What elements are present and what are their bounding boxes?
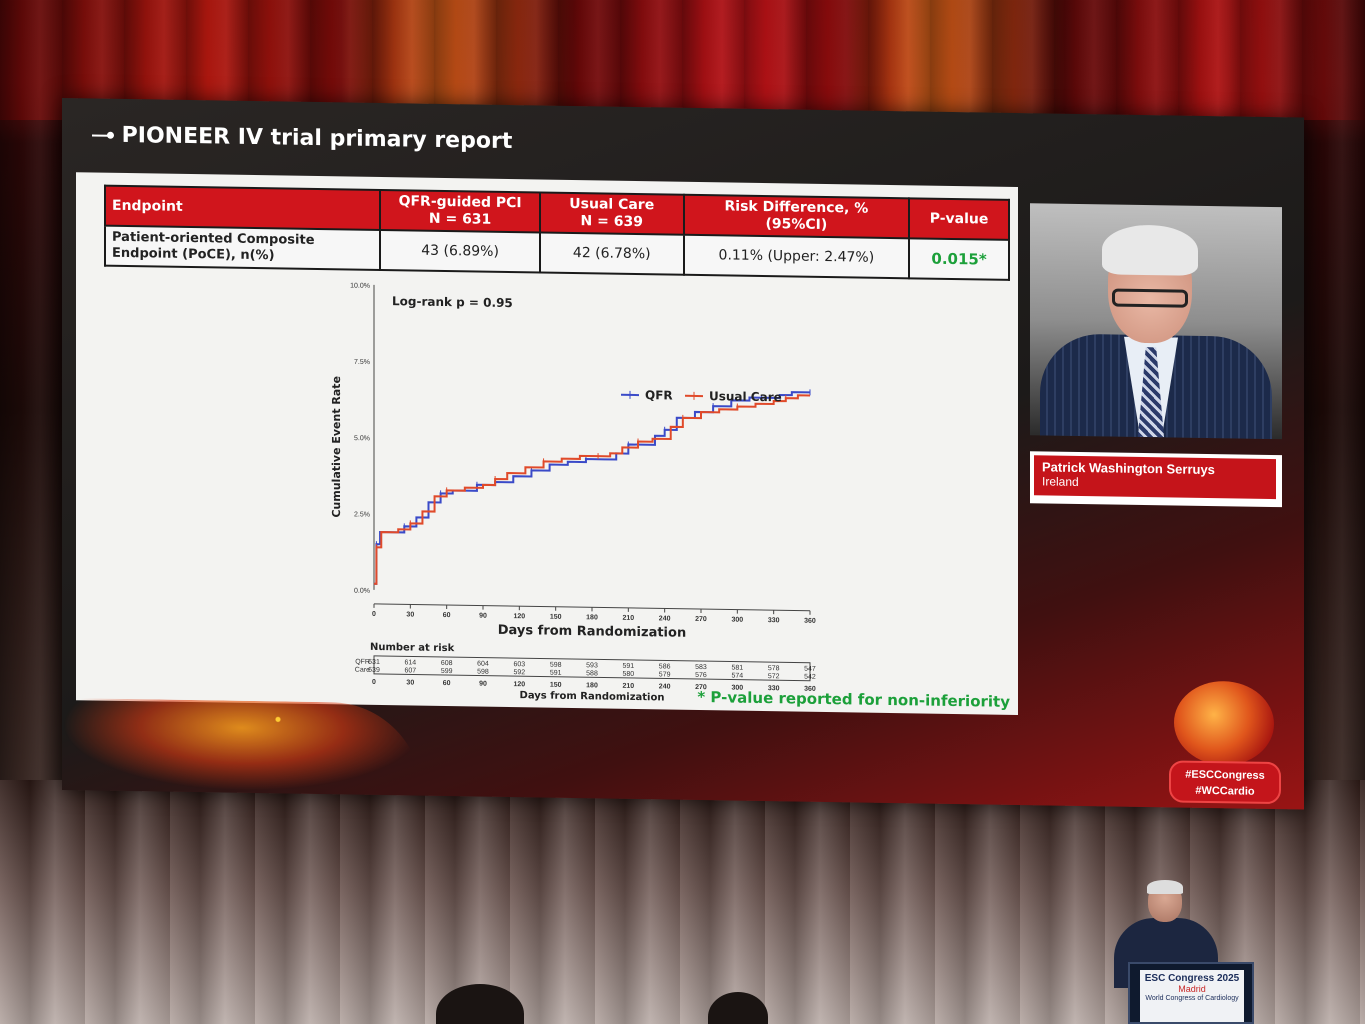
risk-table-xlabel: Days from Randomization [520, 690, 665, 703]
risk-count-qfr: 608 [441, 660, 453, 667]
risk-count-qfr: 604 [477, 661, 489, 668]
x-tick-label: 30 [406, 611, 414, 618]
decorative-particles [62, 698, 422, 794]
risk-table-frame [373, 655, 811, 682]
x-tick-label: 60 [443, 612, 451, 619]
legend-label: QFR [645, 388, 673, 402]
risk-count-care: 607 [404, 667, 416, 674]
risk-day-label: 120 [513, 681, 525, 688]
speaker-video [1030, 203, 1282, 440]
x-tick-label: 180 [586, 614, 598, 621]
projection-screen: PIONEER IV trial primary report Endpoint… [62, 98, 1304, 810]
risk-count-qfr: 586 [659, 663, 671, 670]
hashtag-badge: #ESCCongress #WCCardio [1169, 760, 1281, 805]
x-axis-label: Days from Randomization [498, 623, 686, 641]
podium-title: ESC Congress 2025 [1144, 973, 1240, 984]
risk-count-care: 591 [550, 670, 562, 677]
risk-count-qfr: 614 [404, 659, 416, 666]
risk-count-care: 588 [586, 670, 598, 677]
x-tick-label: 300 [731, 617, 743, 624]
logrank-annotation: Log-rank p = 0.95 [392, 294, 513, 310]
risk-day-label: 60 [443, 680, 451, 687]
speaker-country: Ireland [1042, 474, 1079, 489]
risk-day-label: 300 [731, 685, 743, 692]
kaplan-meier-chart: 0.0% 2.5% 5.0% 7.5% 10.0% 0 30 60 90 120 150 180 210… [330, 283, 816, 704]
legend-label: Usual Care [709, 389, 782, 404]
x-tick-label: 360 [804, 618, 816, 625]
x-tick-label: 210 [622, 615, 634, 622]
risk-day-label: 330 [768, 685, 780, 692]
risk-day-label: 210 [622, 683, 634, 690]
risk-day-label: 90 [479, 681, 487, 688]
risk-count-care: 574 [731, 673, 743, 680]
risk-count-care: 599 [441, 668, 453, 675]
speaker-nameplate: Patrick Washington Serruys Ireland [1030, 451, 1282, 508]
congress-globe-icon [1174, 680, 1274, 767]
x-tick-label: 270 [695, 616, 707, 623]
risk-count-qfr: 593 [586, 662, 598, 669]
km-curve-usual-care [374, 394, 810, 585]
y-tick-label: 5.0% [354, 435, 370, 442]
risk-count-qfr: 603 [513, 661, 525, 668]
podium-screen: ESC Congress 2025 Madrid World Congress … [1140, 970, 1244, 1022]
risk-table-title: Number at risk [370, 642, 455, 654]
speaker-glasses [1112, 288, 1188, 308]
risk-count-care: 572 [768, 673, 780, 680]
risk-count-care: 639 [368, 667, 380, 674]
risk-row-label-care: Care [355, 667, 370, 674]
y-axis-label: Cumulative Event Rate [330, 376, 343, 518]
y-tick-label: 0.0% [354, 588, 370, 595]
x-tick-label: 90 [479, 613, 487, 620]
hashtag-wcc: #WCCardio [1195, 784, 1255, 798]
risk-count-qfr: 547 [804, 666, 816, 673]
title-bullet-icon [92, 134, 110, 137]
risk-count-qfr: 598 [550, 662, 562, 669]
slide-title: PIONEER IV trial primary report [92, 122, 512, 154]
hashtag-esc: #ESCCongress [1185, 768, 1265, 782]
risk-row-label-qfr: QFR [355, 659, 370, 666]
risk-day-label: 240 [659, 683, 671, 690]
y-tick-label: 10.0% [350, 283, 370, 290]
speaker-hair [1102, 224, 1198, 276]
podium-city: Madrid [1178, 984, 1206, 994]
x-tick-label: 150 [550, 614, 562, 621]
y-tick-label: 2.5% [354, 511, 370, 518]
x-tick-label: 0 [372, 611, 376, 618]
risk-count-care: 598 [477, 669, 489, 676]
risk-count-care: 579 [659, 671, 671, 678]
audience-head-left [436, 984, 524, 1024]
risk-day-label: 150 [550, 682, 562, 689]
podium: ESC Congress 2025 Madrid World Congress … [1128, 962, 1254, 1024]
slide-content-panel: Endpoint QFR-guided PCI N = 631 Usual Ca… [76, 172, 1018, 716]
risk-day-label: 270 [695, 684, 707, 691]
x-tick-label: 120 [513, 613, 525, 620]
risk-count-qfr: 631 [368, 659, 380, 666]
x-tick-label: 240 [659, 615, 671, 622]
risk-count-qfr: 591 [622, 663, 634, 670]
risk-count-qfr: 583 [695, 664, 707, 671]
podium-subtitle: World Congress of Cardiology [1145, 995, 1239, 1002]
risk-count-care: 580 [622, 671, 634, 678]
y-tick-label: 7.5% [354, 359, 370, 366]
risk-day-label: 30 [406, 679, 414, 686]
risk-count-care: 576 [695, 672, 707, 679]
km-curve-qfr [374, 391, 810, 585]
risk-count-qfr: 581 [731, 665, 743, 672]
risk-count-care: 592 [513, 669, 525, 676]
risk-count-care: 542 [804, 674, 816, 681]
risk-day-label: 180 [586, 682, 598, 689]
slide-title-text: PIONEER IV trial primary report [121, 122, 513, 155]
risk-day-label: 0 [372, 679, 376, 686]
risk-day-label: 360 [804, 686, 816, 693]
risk-count-qfr: 578 [768, 665, 780, 672]
x-tick-label: 330 [768, 617, 780, 624]
